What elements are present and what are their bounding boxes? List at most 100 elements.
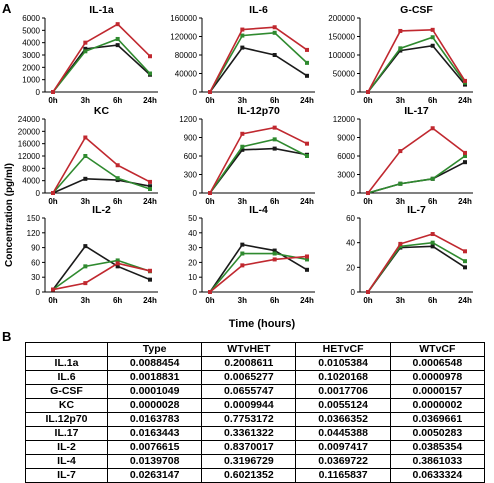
y-tick-label: 20 [346,263,355,272]
data-point [240,131,245,136]
x-tick-label: 6h [113,96,122,105]
data-point [398,28,403,33]
data-point [305,257,309,262]
x-tick-label: 3h [81,296,90,305]
data-point [305,47,309,52]
y-tick-label: 4000 [22,177,40,186]
table-cell: 0.0385354 [389,440,486,455]
x-tick-label: 24h [458,197,472,206]
table-cell: 0.0006548 [389,356,486,371]
data-point [83,281,88,286]
table-cell: 0.3196729 [201,454,297,469]
y-tick-label: 100000 [328,51,355,60]
table-cell: 0.0163443 [107,426,203,441]
data-point [148,268,152,273]
chart-title: IL-17 [404,105,429,117]
table-cell: 0.0001049 [107,384,203,399]
table-cell: 0.0369722 [295,454,391,469]
y-tick-label: 60 [346,214,355,223]
x-tick-label: 6h [270,197,279,206]
y-tick-label: 50000 [333,70,356,79]
table-cell: 0.1020168 [295,370,391,385]
panel-a-label: A [2,1,12,16]
x-tick-label: 24h [143,197,157,206]
y-tick-label: 8000 [22,164,40,173]
chart-il-2: IL-2 0 30 60 90 120 150 0h 3h 6h 24h [27,204,158,305]
chart-g-csf: G-CSF 0 50000 100000 150000 200000 0h 3h 6h 24h [328,4,473,105]
data-point [463,160,467,165]
series-line [52,178,151,194]
data-point [463,150,467,155]
y-tick-label: 900 [184,134,198,143]
table-cell: 0.6021352 [201,468,297,483]
series-line [52,245,151,291]
data-point [240,147,245,152]
x-tick-label: 0h [48,96,57,105]
header-wtvcf: WTvCF [389,342,486,357]
y-tick-label: 40000 [175,70,198,79]
data-point [430,35,435,40]
series-line [209,147,308,194]
x-tick-label: 3h [238,296,247,305]
y-tick-label: 120000 [170,33,197,42]
data-point [463,78,467,83]
y-tick-label: 16000 [18,140,41,149]
data-point [366,290,370,294]
table-cell: 0.0076615 [107,440,203,455]
row-label: G-CSF [24,384,109,399]
table-cell: 0.0000002 [389,398,486,413]
x-tick-label: 0h [363,96,372,105]
table-cell: 0.8370017 [201,440,297,455]
header-cytokine [24,342,109,357]
row-label: IL-2 [24,440,109,455]
data-point [51,90,55,94]
x-tick-label: 3h [238,96,247,105]
data-point [398,149,403,154]
x-tick-label: 6h [270,296,279,305]
series-line [367,29,466,93]
row-label: IL.17 [24,426,109,441]
x-tick-label: 24h [458,96,472,105]
data-point [240,45,245,50]
data-point [366,191,370,195]
row-label: IL.6 [24,370,109,385]
chart-title: IL-2 [92,204,111,216]
y-tick-label: 30 [31,273,40,282]
data-point [115,258,120,263]
row-label: IL.12p70 [24,412,109,427]
data-point [398,48,403,53]
table-cell: 0.0163783 [107,412,203,427]
x-tick-label: 24h [300,296,314,305]
table-row: IL-2 0.0076615 0.8370017 0.0097417 0.0385354 [24,440,486,455]
table-cell: 0.0097417 [295,440,391,455]
y-tick-label: 50 [188,214,197,223]
data-point [148,71,152,76]
data-point [115,43,120,48]
y-tick-label: 0 [36,288,41,297]
y-tick-label: 120 [27,229,41,238]
table-row: IL.12p70 0.0163783 0.7753172 0.0366352 0.036… [24,412,486,427]
y-tick-label: 1000 [22,76,40,85]
row-label: KC [24,398,109,413]
chart-il-12p70: IL-12p70 0 300 600 900 1200 0h 3h 6h 24h [179,105,315,206]
table-cell: 0.0366352 [295,412,391,427]
table-cell: 0.0050283 [389,426,486,441]
x-tick-label: 24h [300,197,314,206]
chart-kc: KC 0 4000 8000 12000 16000 20000 24000 0h 3h 6h 24h [18,105,158,206]
series-line [52,38,151,93]
table-cell: 0.0065277 [201,370,297,385]
data-point [83,135,88,140]
series-line [52,136,151,194]
data-point [148,179,152,184]
data-point [83,40,88,45]
series-line [52,259,151,291]
series-line [209,46,308,93]
series-line [209,255,308,293]
data-point [272,30,277,35]
data-point [398,181,403,186]
data-point [272,25,277,30]
row-label: IL-4 [24,454,109,469]
y-tick-label: 40 [346,239,355,248]
x-tick-label: 24h [458,296,472,305]
x-tick-label: 0h [205,296,214,305]
